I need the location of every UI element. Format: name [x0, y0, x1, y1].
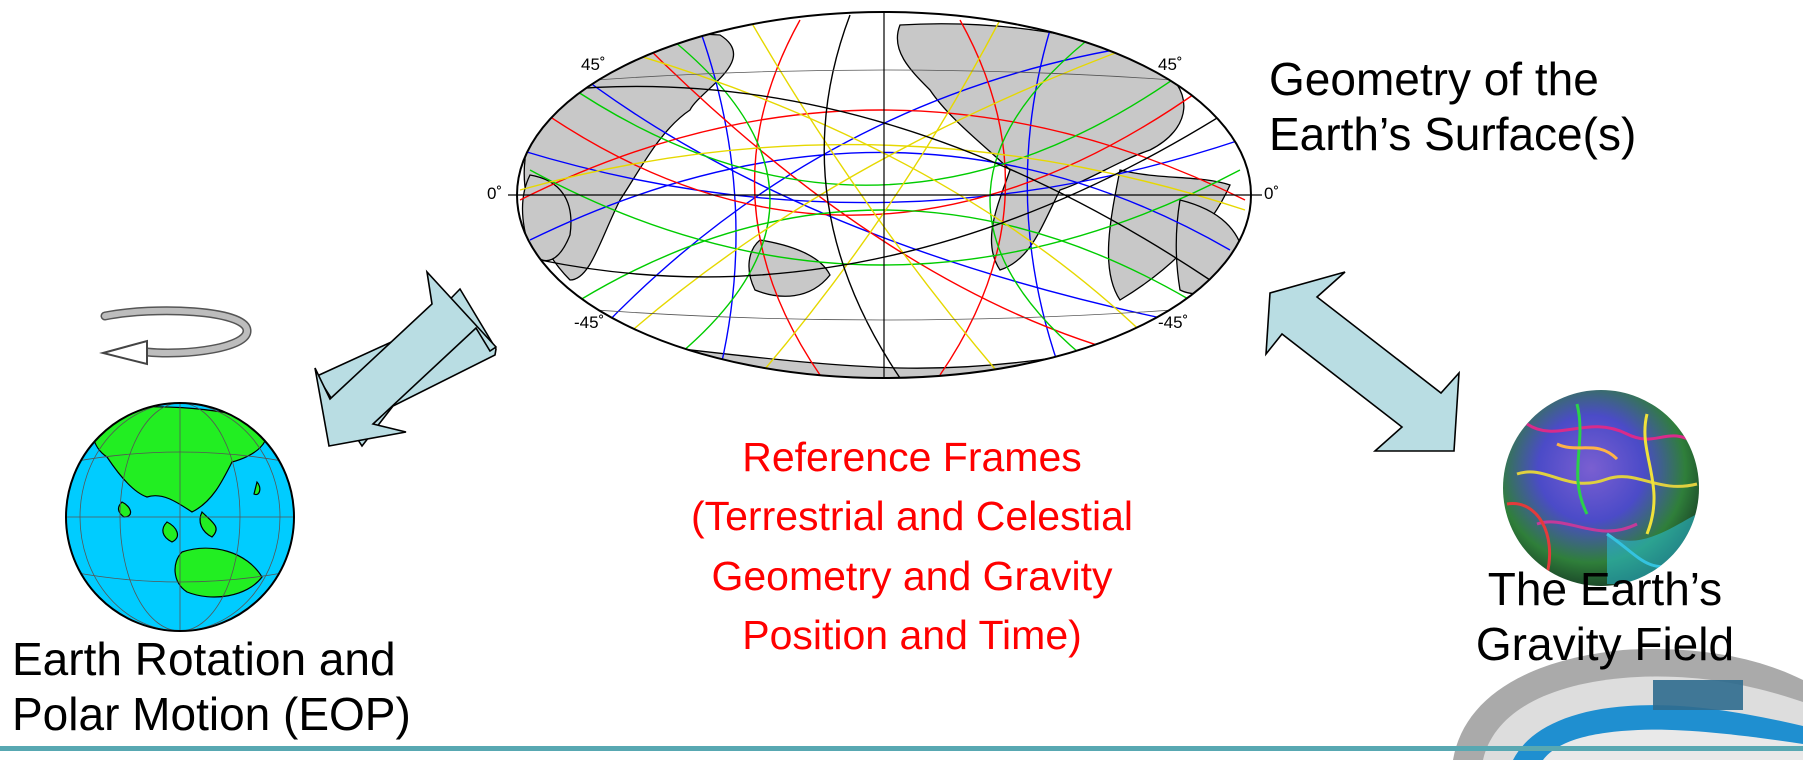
surface-label: Geometry of the Earth’s Surface(s) — [1269, 52, 1636, 162]
globe-icon — [65, 402, 295, 632]
center-line3: Geometry and Gravity — [711, 552, 1113, 599]
surface-label-line2: Earth’s Surface(s) — [1269, 108, 1637, 161]
bottom-bar — [0, 746, 1803, 751]
rotation-arrow-icon — [99, 306, 252, 366]
gravity-globe-icon — [1503, 390, 1699, 586]
lat-label-minus45-right: -45˚ — [1158, 313, 1189, 332]
lat-label-0-left: 0˚ — [487, 184, 503, 203]
lat-label-0-right: 0˚ — [1264, 184, 1280, 203]
gravity-label-line2: Gravity Field — [1475, 618, 1735, 671]
network-lines — [519, 14, 1246, 378]
center-line2: (Terrestrial and Celestial — [690, 493, 1134, 540]
lat-label-minus45-left: -45˚ — [574, 313, 605, 332]
gravity-label: The Earth’s Gravity Field — [1455, 562, 1755, 672]
rotation-label-line1: Earth Rotation and — [12, 633, 396, 685]
gravity-label-line1: The Earth’s — [1487, 563, 1723, 615]
reference-frames-label: Reference Frames (Terrestrial and Celest… — [612, 428, 1212, 666]
center-line1: Reference Frames — [742, 434, 1082, 480]
lat-label-45-right: 45˚ — [1158, 55, 1183, 74]
lat-label-45-left: 45˚ — [581, 55, 606, 74]
rotation-label: Earth Rotation and Polar Motion (EOP) — [12, 632, 411, 741]
center-line4: Position and Time) — [742, 612, 1082, 659]
logo-icon — [1453, 649, 1803, 760]
rotation-label-line2: Polar Motion (EOP) — [12, 687, 411, 740]
surface-label-line1: Geometry of the — [1269, 53, 1599, 105]
